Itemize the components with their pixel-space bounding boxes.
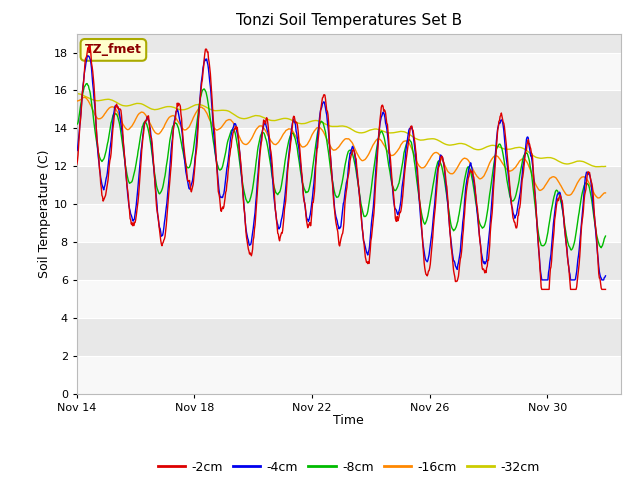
- Text: TZ_fmet: TZ_fmet: [85, 43, 142, 56]
- Bar: [77, 128, 621, 166]
- Y-axis label: Soil Temperature (C): Soil Temperature (C): [38, 149, 51, 278]
- Bar: [77, 242, 621, 280]
- Bar: [77, 166, 621, 204]
- Bar: [77, 52, 621, 90]
- Bar: [77, 204, 621, 242]
- Bar: [77, 280, 621, 318]
- Bar: [77, 90, 621, 128]
- X-axis label: Time: Time: [333, 414, 364, 427]
- Bar: [77, 318, 621, 356]
- Title: Tonzi Soil Temperatures Set B: Tonzi Soil Temperatures Set B: [236, 13, 462, 28]
- Legend: -2cm, -4cm, -8cm, -16cm, -32cm: -2cm, -4cm, -8cm, -16cm, -32cm: [153, 456, 545, 479]
- Bar: [77, 356, 621, 394]
